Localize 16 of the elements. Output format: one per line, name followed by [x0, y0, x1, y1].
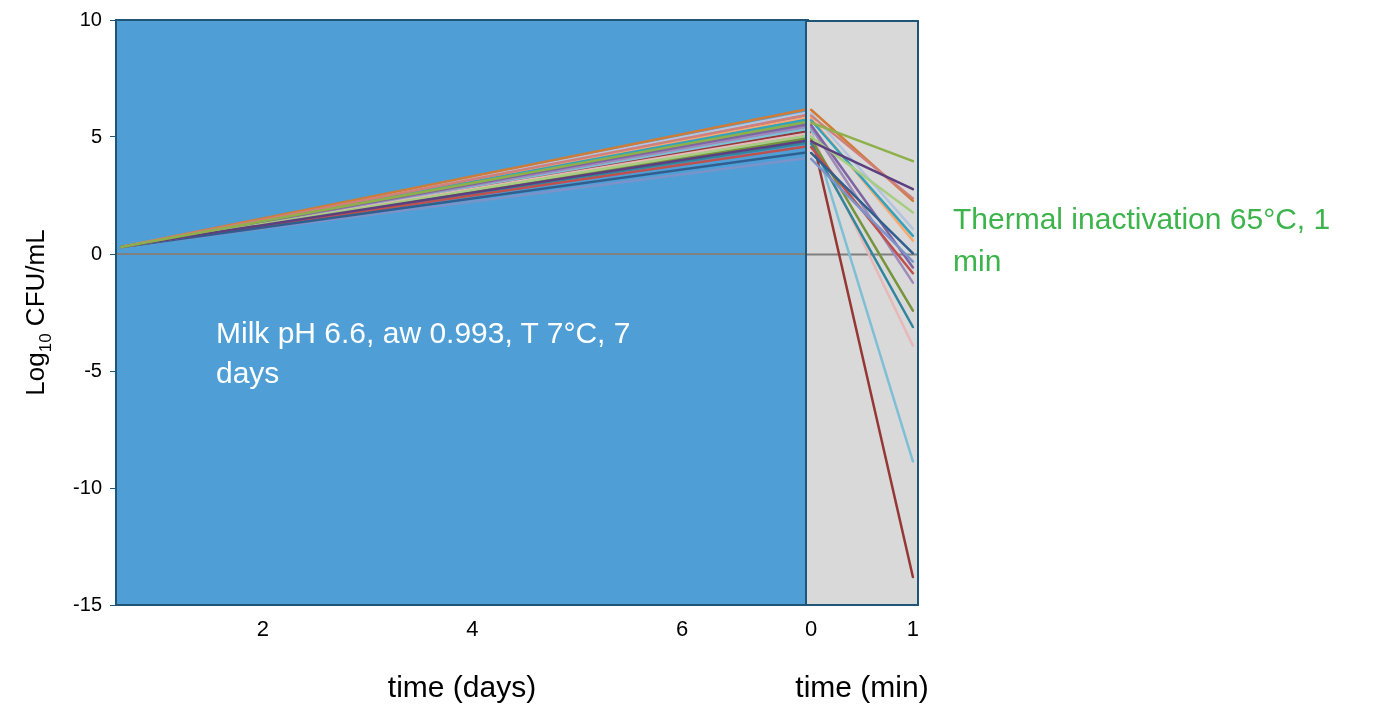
- x-tick-label: 0: [804, 616, 818, 642]
- x-axis-title: time (days): [387, 670, 537, 703]
- y-tick-label: -15: [73, 592, 102, 615]
- y-tick-label: -5: [84, 358, 102, 381]
- y-tick-label: 10: [79, 7, 102, 30]
- x-axis-title: time (min): [795, 670, 929, 703]
- x-tick-label: 1: [906, 616, 920, 642]
- text: Thermal inactivation 65°C, 1 min: [953, 202, 1331, 278]
- y-tick-label: 5: [90, 124, 102, 147]
- x-tick-label: 4: [466, 616, 479, 642]
- y-tick-label: -10: [73, 475, 102, 498]
- y-tick-label: 0: [90, 241, 102, 264]
- x-tick-label: 2: [256, 616, 269, 642]
- x-tick-label: 6: [676, 616, 689, 642]
- annotation: Milk pH 6.6, aw 0.993, T 7°C, 7 days: [216, 316, 631, 390]
- y-axis-title: Log10 CFU/mL: [20, 229, 55, 396]
